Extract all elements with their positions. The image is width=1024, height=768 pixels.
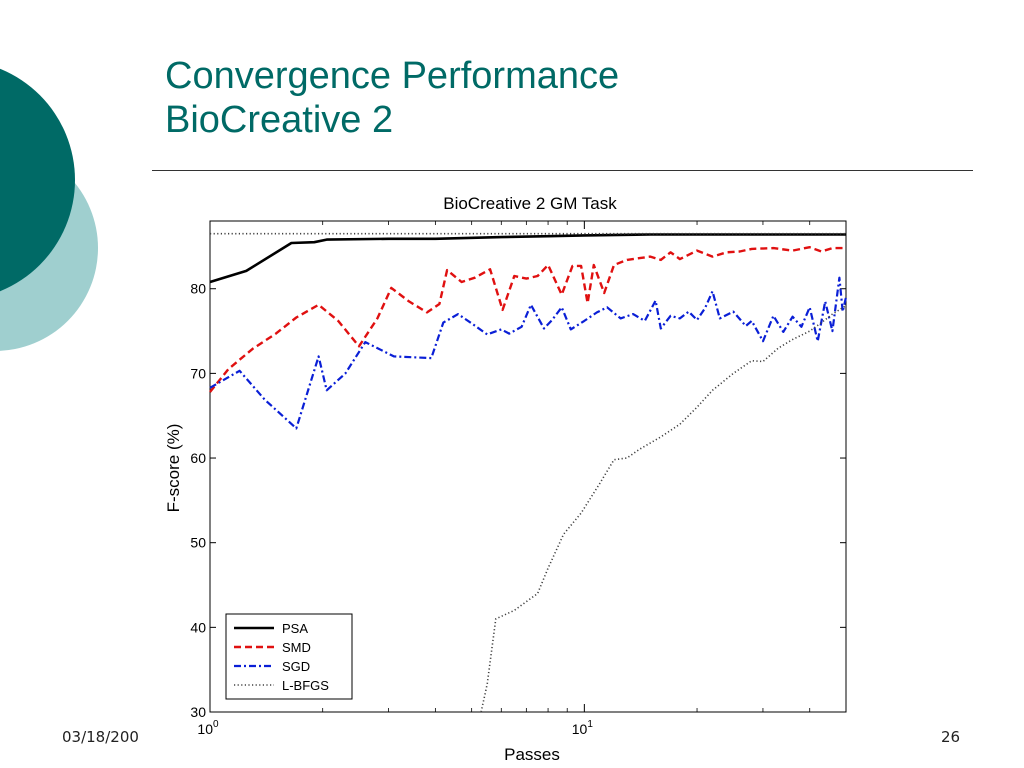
y-tick-label-2: 50 — [190, 535, 206, 551]
slide-title: Convergence Performance BioCreative 2 — [165, 54, 619, 142]
x-tick-label-0: 100 — [197, 719, 219, 737]
y-tick-label-3: 60 — [190, 450, 206, 466]
series-line-l-bfgs — [480, 305, 847, 713]
dark-teal-circle — [0, 68, 75, 292]
legend-label-3: L-BFGS — [282, 678, 329, 693]
title-divider — [152, 170, 973, 171]
series-line-smd — [209, 245, 846, 393]
y-axis-label: F-score (%) — [164, 424, 183, 513]
y-axis-ticks: 30 40 50 60 70 80 — [190, 281, 846, 720]
legend-label-2: SGD — [282, 659, 310, 674]
legend: PSA SMD SGD L-BFGS — [225, 613, 353, 700]
slide-title-line-2: BioCreative 2 — [165, 99, 394, 141]
x-axis-label: Passes — [504, 745, 560, 764]
legend-label-0: PSA — [282, 621, 308, 636]
footer-date: 03/18/200 — [62, 728, 139, 746]
page-number: 26 — [941, 728, 961, 746]
y-tick-label-0: 30 — [190, 704, 206, 720]
y-tick-label-4: 70 — [190, 365, 206, 381]
series-layer — [209, 232, 848, 713]
x-tick-label-1: 101 — [572, 719, 594, 737]
slide-title-line-1: Convergence Performance — [165, 55, 620, 97]
legend-label-1: SMD — [282, 640, 311, 655]
y-tick-label-5: 80 — [190, 281, 206, 297]
series-line-sgd — [209, 276, 848, 430]
x-axis-ticks: 100 101 — [197, 221, 847, 737]
y-tick-label-1: 40 — [190, 619, 206, 635]
chart-title: BioCreative 2 GM Task — [443, 194, 617, 213]
decorative-circles — [0, 68, 98, 351]
